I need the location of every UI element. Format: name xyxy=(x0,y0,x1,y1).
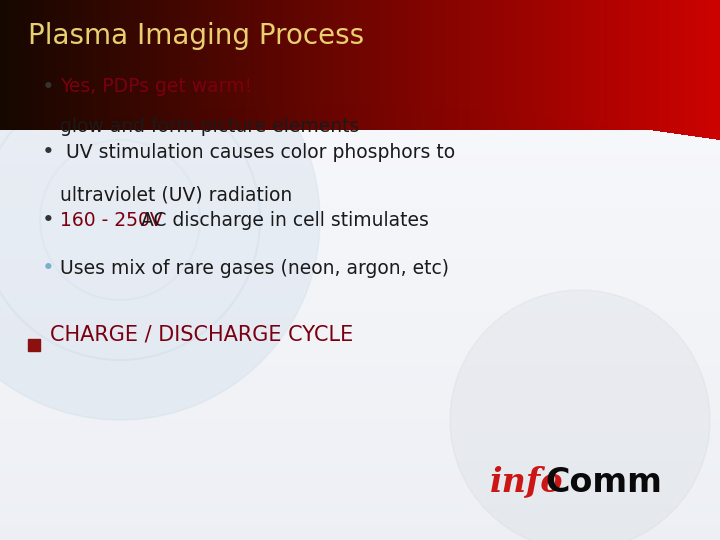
Text: UV stimulation causes color phosphors to: UV stimulation causes color phosphors to xyxy=(60,143,455,161)
Text: AC discharge in cell stimulates: AC discharge in cell stimulates xyxy=(135,211,429,229)
Text: ultraviolet (UV) radiation: ultraviolet (UV) radiation xyxy=(60,186,292,205)
Text: •: • xyxy=(42,77,55,97)
Text: 160 - 250V: 160 - 250V xyxy=(60,211,163,229)
Text: Uses mix of rare gases (neon, argon, etc): Uses mix of rare gases (neon, argon, etc… xyxy=(60,259,449,278)
Text: Yes, PDPs get warm!: Yes, PDPs get warm! xyxy=(60,78,252,97)
Text: •: • xyxy=(42,258,55,278)
Text: Plasma Imaging Process: Plasma Imaging Process xyxy=(28,22,364,50)
Text: •: • xyxy=(42,142,55,162)
Text: glow and form picture elements: glow and form picture elements xyxy=(60,118,359,137)
Circle shape xyxy=(0,20,320,420)
Bar xyxy=(28,339,40,351)
Text: •: • xyxy=(42,210,55,230)
Text: info: info xyxy=(490,465,564,498)
Circle shape xyxy=(450,290,710,540)
Text: Comm: Comm xyxy=(545,465,662,498)
Text: CHARGE / DISCHARGE CYCLE: CHARGE / DISCHARGE CYCLE xyxy=(50,325,354,345)
